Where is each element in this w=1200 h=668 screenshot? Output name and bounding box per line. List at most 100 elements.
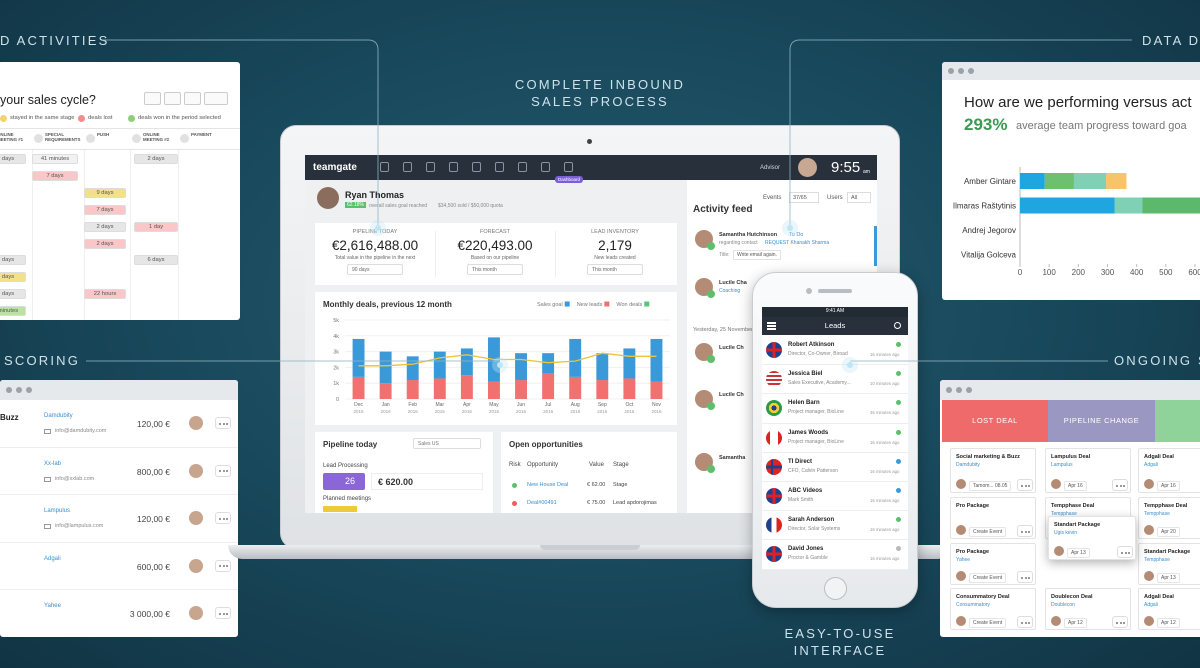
flag <box>766 517 782 534</box>
toolbar-button <box>204 92 228 105</box>
legend-label: New leads <box>577 302 603 308</box>
deal-card: Adgali Deal Adgali Apr 16 <box>1138 448 1200 493</box>
feed-type <box>707 465 715 473</box>
x-tick-label: Nov <box>652 402 661 408</box>
email-icon <box>44 524 51 529</box>
period-select: This month <box>587 264 643 275</box>
stage-duration: 9 days <box>84 187 126 198</box>
user-name: Ryan Thomas <box>345 190 405 200</box>
email-icon <box>44 476 51 482</box>
status-dot <box>896 342 901 347</box>
deal-meta: Apr 12 <box>1064 618 1087 628</box>
x-tick-label: Apr <box>463 402 471 408</box>
opportunity-stage: Lead apdorojimas <box>613 500 657 506</box>
stage-name: Lead Processing <box>323 463 368 469</box>
owner-avatar <box>956 525 966 535</box>
opportunity-stage: Stage <box>613 482 628 488</box>
x-tick-label: 200 <box>1072 268 1086 277</box>
phone-header: Leads <box>762 317 908 335</box>
bar-segment <box>1106 173 1127 189</box>
column-header: SPECIAL REQUIREMENTS <box>45 132 81 142</box>
deal-title: Adgali Deal <box>1144 454 1174 460</box>
avatar <box>189 416 203 430</box>
y-tick-label: 3k <box>333 350 339 356</box>
column-header: Opportunity <box>527 462 559 468</box>
x-tick-year: 2016 <box>408 409 419 414</box>
lead-time: 16 minutes ago <box>870 556 900 562</box>
legend-dot <box>0 115 7 122</box>
deal-card: Doublecon Deal Doublecon Apr 12 <box>1045 588 1131 630</box>
x-tick-label: Jan <box>382 402 390 408</box>
dot <box>219 422 221 425</box>
dot <box>1123 484 1125 487</box>
legend-text: deals won in the period selected <box>138 115 221 121</box>
bar-segment <box>379 383 392 399</box>
flag <box>766 429 782 446</box>
status-dot <box>896 400 901 406</box>
dot <box>1116 621 1118 624</box>
deal-card: Standart Package Ugis kevin Apr 13 <box>1048 516 1136 560</box>
deal-company: Tempphase <box>1144 557 1170 563</box>
opportunity-link: Deal#00491 <box>527 500 557 506</box>
dot <box>1121 551 1123 554</box>
x-tick-year: 2016 <box>516 409 527 414</box>
x-tick-year: 2016 <box>489 409 500 414</box>
opportunity-link: New House Deal <box>527 482 569 488</box>
column-header: PAYMENT <box>191 132 212 137</box>
dot <box>1128 551 1130 554</box>
lead-item: James Woods Project manager, BioLine 16 mi… <box>762 424 908 453</box>
window-dot <box>946 387 952 393</box>
clock: 9:55 <box>831 159 861 176</box>
lead-item: ABC Videos Mark Smith 16 minutes ago <box>762 482 908 512</box>
x-tick-label: Dec <box>354 402 363 408</box>
bar-segment <box>569 376 582 399</box>
legend-label: Sales goal <box>537 302 563 308</box>
x-tick-label: Mar <box>435 402 444 408</box>
bar-segment <box>488 381 500 399</box>
lead-name: Robert Atkinson <box>788 342 835 348</box>
stage-duration: 6 days <box>134 255 178 266</box>
deal-title: Lampulus Deal <box>1051 454 1091 460</box>
window-bar <box>0 380 238 400</box>
drop-zone-label: LOST DEAL <box>972 416 1018 425</box>
lead-time: 16 minutes ago <box>870 498 900 503</box>
lead-title: Proctor & Gamble <box>788 555 828 562</box>
lead-title: Director, Co-Owner, Biroad <box>788 351 848 357</box>
stage-count: 26 <box>323 473 365 490</box>
deal-card: Standart Package Tempphase Apr 13 <box>1138 543 1200 585</box>
laptop-notch <box>540 545 640 550</box>
column-header: Risk <box>509 462 521 468</box>
phone-screen: 9:41 AM Leads Robert Atkinson Director, Co-… <box>762 307 908 570</box>
dot <box>1028 621 1030 624</box>
deal-meta: Tamom... 08.05 <box>969 481 1012 491</box>
dot <box>222 612 225 615</box>
deal-company: Adgali <box>1144 602 1158 608</box>
legend-text: deals lost <box>88 115 113 121</box>
y-tick-label: 0 <box>336 397 339 403</box>
bar-segment <box>1020 173 1045 189</box>
chart-panel: Monthly deals, previous 12 month Sales go… <box>315 292 677 425</box>
dot <box>1123 621 1125 624</box>
toolbar-button <box>144 92 161 105</box>
drop-zone: PIPELINE CHANGE <box>1048 400 1155 442</box>
more-button <box>215 417 231 429</box>
more-button <box>1112 479 1128 491</box>
deal-company: Damdubity <box>956 462 980 468</box>
x-tick-year: 2016 <box>381 409 392 414</box>
stage-duration: days <box>0 289 26 300</box>
bar-segment <box>1114 197 1143 214</box>
dot <box>1024 621 1027 624</box>
search-icon <box>894 322 901 329</box>
deal-title: Standart Package <box>1054 522 1101 528</box>
lead-time: 16 minutes ago <box>870 352 900 357</box>
bar-segment <box>596 380 609 399</box>
owner-avatar <box>1051 479 1061 489</box>
opportunity-value: € 62.00 <box>587 482 606 488</box>
section-label: INTERFACE <box>793 643 887 658</box>
column-divider <box>130 150 131 320</box>
feed-text: regarding contact <box>719 240 758 246</box>
legend-label: Won deals <box>616 302 642 308</box>
x-tick-year: 2015 <box>354 409 365 414</box>
email-icon <box>44 429 51 434</box>
legend-text: stayed in the same stage <box>10 115 75 121</box>
